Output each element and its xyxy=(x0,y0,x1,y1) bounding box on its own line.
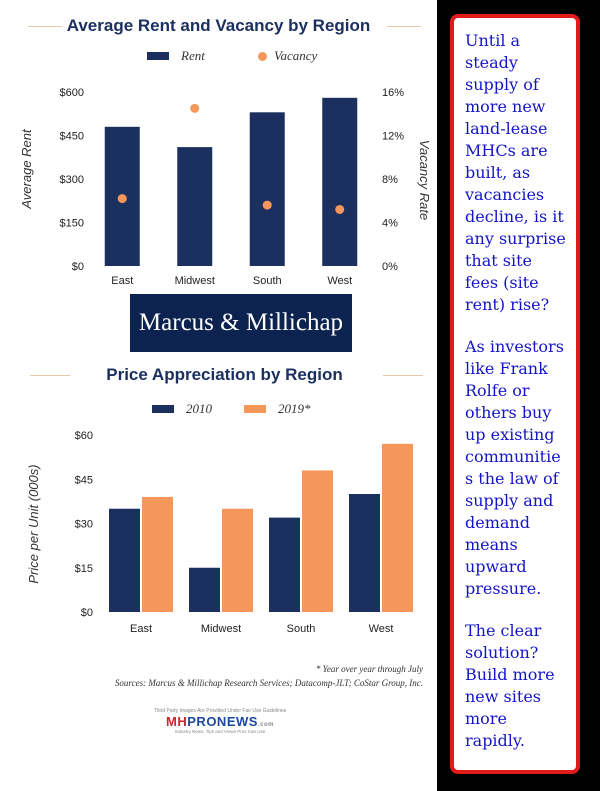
legend-vacancy-swatch xyxy=(258,52,267,61)
chart1-xtick: South xyxy=(253,275,282,287)
chart1-title: Average Rent and Vacancy by Region xyxy=(66,16,371,35)
chart1-ylabel: Average Rent xyxy=(19,128,34,210)
title-rule-left xyxy=(28,26,62,27)
mhpronews-watermark: Third Party Images Are Provided Under Fa… xyxy=(150,708,290,744)
legend-2019-label: 2019* xyxy=(278,401,311,416)
legend-2010-swatch xyxy=(152,405,174,413)
title-rule-right xyxy=(387,26,421,27)
chart1-vacancy-point-midwest xyxy=(190,103,200,113)
callout-paragraph-2: As investors like Frank Rolfe or others … xyxy=(465,337,564,598)
chart1-ytick-right: 12% xyxy=(382,131,404,143)
chart2-ytick: $15 xyxy=(75,563,93,575)
chart1-ytick: $0 xyxy=(72,261,84,273)
chart1-plot: Average Rent Vacancy Rate $0 $150 $300 $450… xyxy=(19,87,432,287)
chart1-ytick: $600 xyxy=(60,87,84,99)
watermark-brand-com: .com xyxy=(257,722,274,728)
chart1-xtick: Midwest xyxy=(175,275,215,287)
watermark-small-text: Third Party Images Are Provided Under Fa… xyxy=(153,708,287,714)
chart1-ytick: $150 xyxy=(60,218,84,230)
marcus-millichap-logo: Marcus & Millichap xyxy=(130,294,352,352)
chart2-ytick: $60 xyxy=(75,430,93,442)
chart2-ytick: $0 xyxy=(81,607,93,619)
footnote-sources: Sources: Marcus & Millichap Research Ser… xyxy=(114,678,423,688)
chart1-vacancy-point-west xyxy=(335,204,345,214)
chart2-bar-west-2010 xyxy=(349,494,380,612)
commentary-callout: Until a steady supply of more new land-l… xyxy=(450,14,580,774)
chart2-title: Price Appreciation by Region xyxy=(106,365,343,384)
chart1-xtick: East xyxy=(111,275,133,287)
chart2-bar-east-2019 xyxy=(142,496,173,612)
chart2-xtick: East xyxy=(130,623,152,635)
chart1-xtick: West xyxy=(327,275,352,287)
chart2-bar-south-2010 xyxy=(269,517,300,612)
chart2-xtick: Midwest xyxy=(201,623,241,635)
infographic-panel: Average Rent and Vacancy by Region Rent … xyxy=(0,0,437,791)
watermark-brand: MHPRONEWS.com xyxy=(150,714,290,729)
chart2-bar-midwest-2019 xyxy=(222,508,253,612)
chart1-ytick-right: 16% xyxy=(382,87,404,99)
legend-2019-swatch xyxy=(244,405,266,413)
chart1-ytick-right: 4% xyxy=(382,218,398,230)
chart2-bar-midwest-2010 xyxy=(189,567,220,612)
watermark-brand-mh: MH xyxy=(166,714,188,729)
chart1-bar-south xyxy=(249,112,285,266)
chart1-ylabel-right: Vacancy Rate xyxy=(417,140,432,220)
chart1-ytick: $300 xyxy=(60,174,84,186)
chart2-ytick: $45 xyxy=(75,474,93,486)
chart1-vacancy-point-east xyxy=(117,194,127,204)
chart2-xtick: West xyxy=(369,623,394,635)
watermark-tagline: Industry News, Tips and Views Pros Can U… xyxy=(174,729,266,734)
watermark-brand-pro: PRONEWS xyxy=(187,714,258,729)
chart1-ytick-right: 8% xyxy=(382,174,398,186)
chart1-vacancy-point-south xyxy=(262,200,272,210)
chart2-xtick: South xyxy=(287,623,316,635)
footnote-year: * Year over year through July xyxy=(315,664,423,674)
title-rule-right-2 xyxy=(383,375,423,376)
callout-paragraph-3: The clear solution? Build more new sites… xyxy=(465,621,555,750)
chart2-ylabel: Price per Unit (000s) xyxy=(26,464,41,583)
chart2-plot: Price per Unit (000s) $0 $15 $30 $45 $60 East… xyxy=(26,430,413,635)
title-rule-left-2 xyxy=(30,375,70,376)
legend-2010-label: 2010 xyxy=(186,401,212,416)
chart2-bar-south-2019 xyxy=(302,470,333,612)
chart2-bar-east-2010 xyxy=(109,508,140,612)
legend-vacancy-label: Vacancy xyxy=(274,48,318,63)
chart1-bar-west xyxy=(322,97,358,266)
callout-paragraph-1: Until a steady supply of more new land-l… xyxy=(465,31,566,314)
chart1-ytick-right: 0% xyxy=(382,261,398,273)
chart2-ytick: $30 xyxy=(75,519,93,531)
chart2-bar-west-2019 xyxy=(382,443,413,612)
chart1-ytick: $450 xyxy=(60,131,84,143)
chart1-bar-midwest xyxy=(177,147,213,266)
legend-rent-swatch xyxy=(147,52,169,60)
legend-rent-label: Rent xyxy=(181,48,205,63)
